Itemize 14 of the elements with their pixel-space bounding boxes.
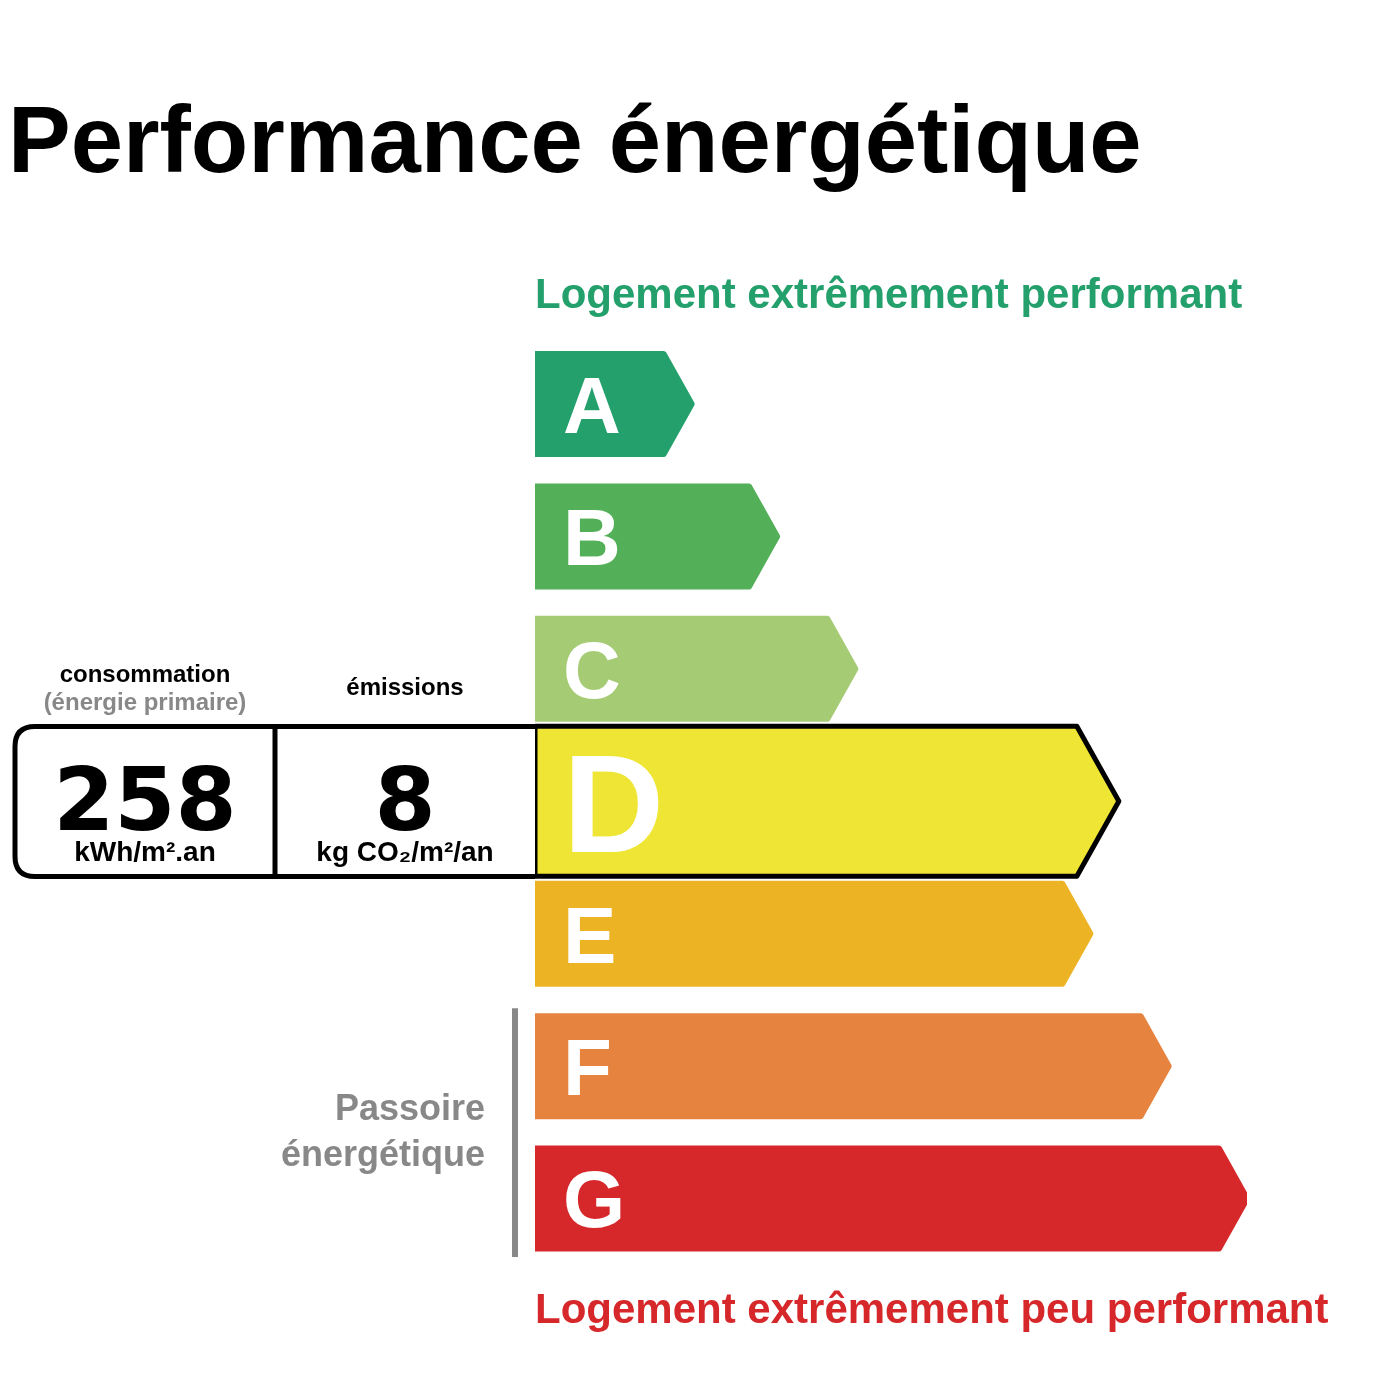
y-tick-label: D — [563, 724, 665, 882]
text: consommation — [59, 659, 231, 687]
y-tick-label: G — [563, 1155, 626, 1245]
y-tick-label: E — [563, 890, 617, 980]
y-tick-label: C — [563, 625, 621, 715]
text: émissions — [346, 672, 464, 700]
y-tick-label: B — [563, 493, 621, 583]
y-tick-label: A — [563, 360, 621, 450]
chart-title: Performance énergétique — [8, 86, 1142, 194]
y-tick-label: F — [563, 1022, 612, 1112]
text: Logement extrêmement performant — [535, 270, 1243, 317]
text: Passoire énergétique — [279, 1085, 485, 1176]
text: Logement extrêmement peu performant — [535, 1285, 1329, 1332]
text: (énergie primaire) — [43, 687, 247, 715]
